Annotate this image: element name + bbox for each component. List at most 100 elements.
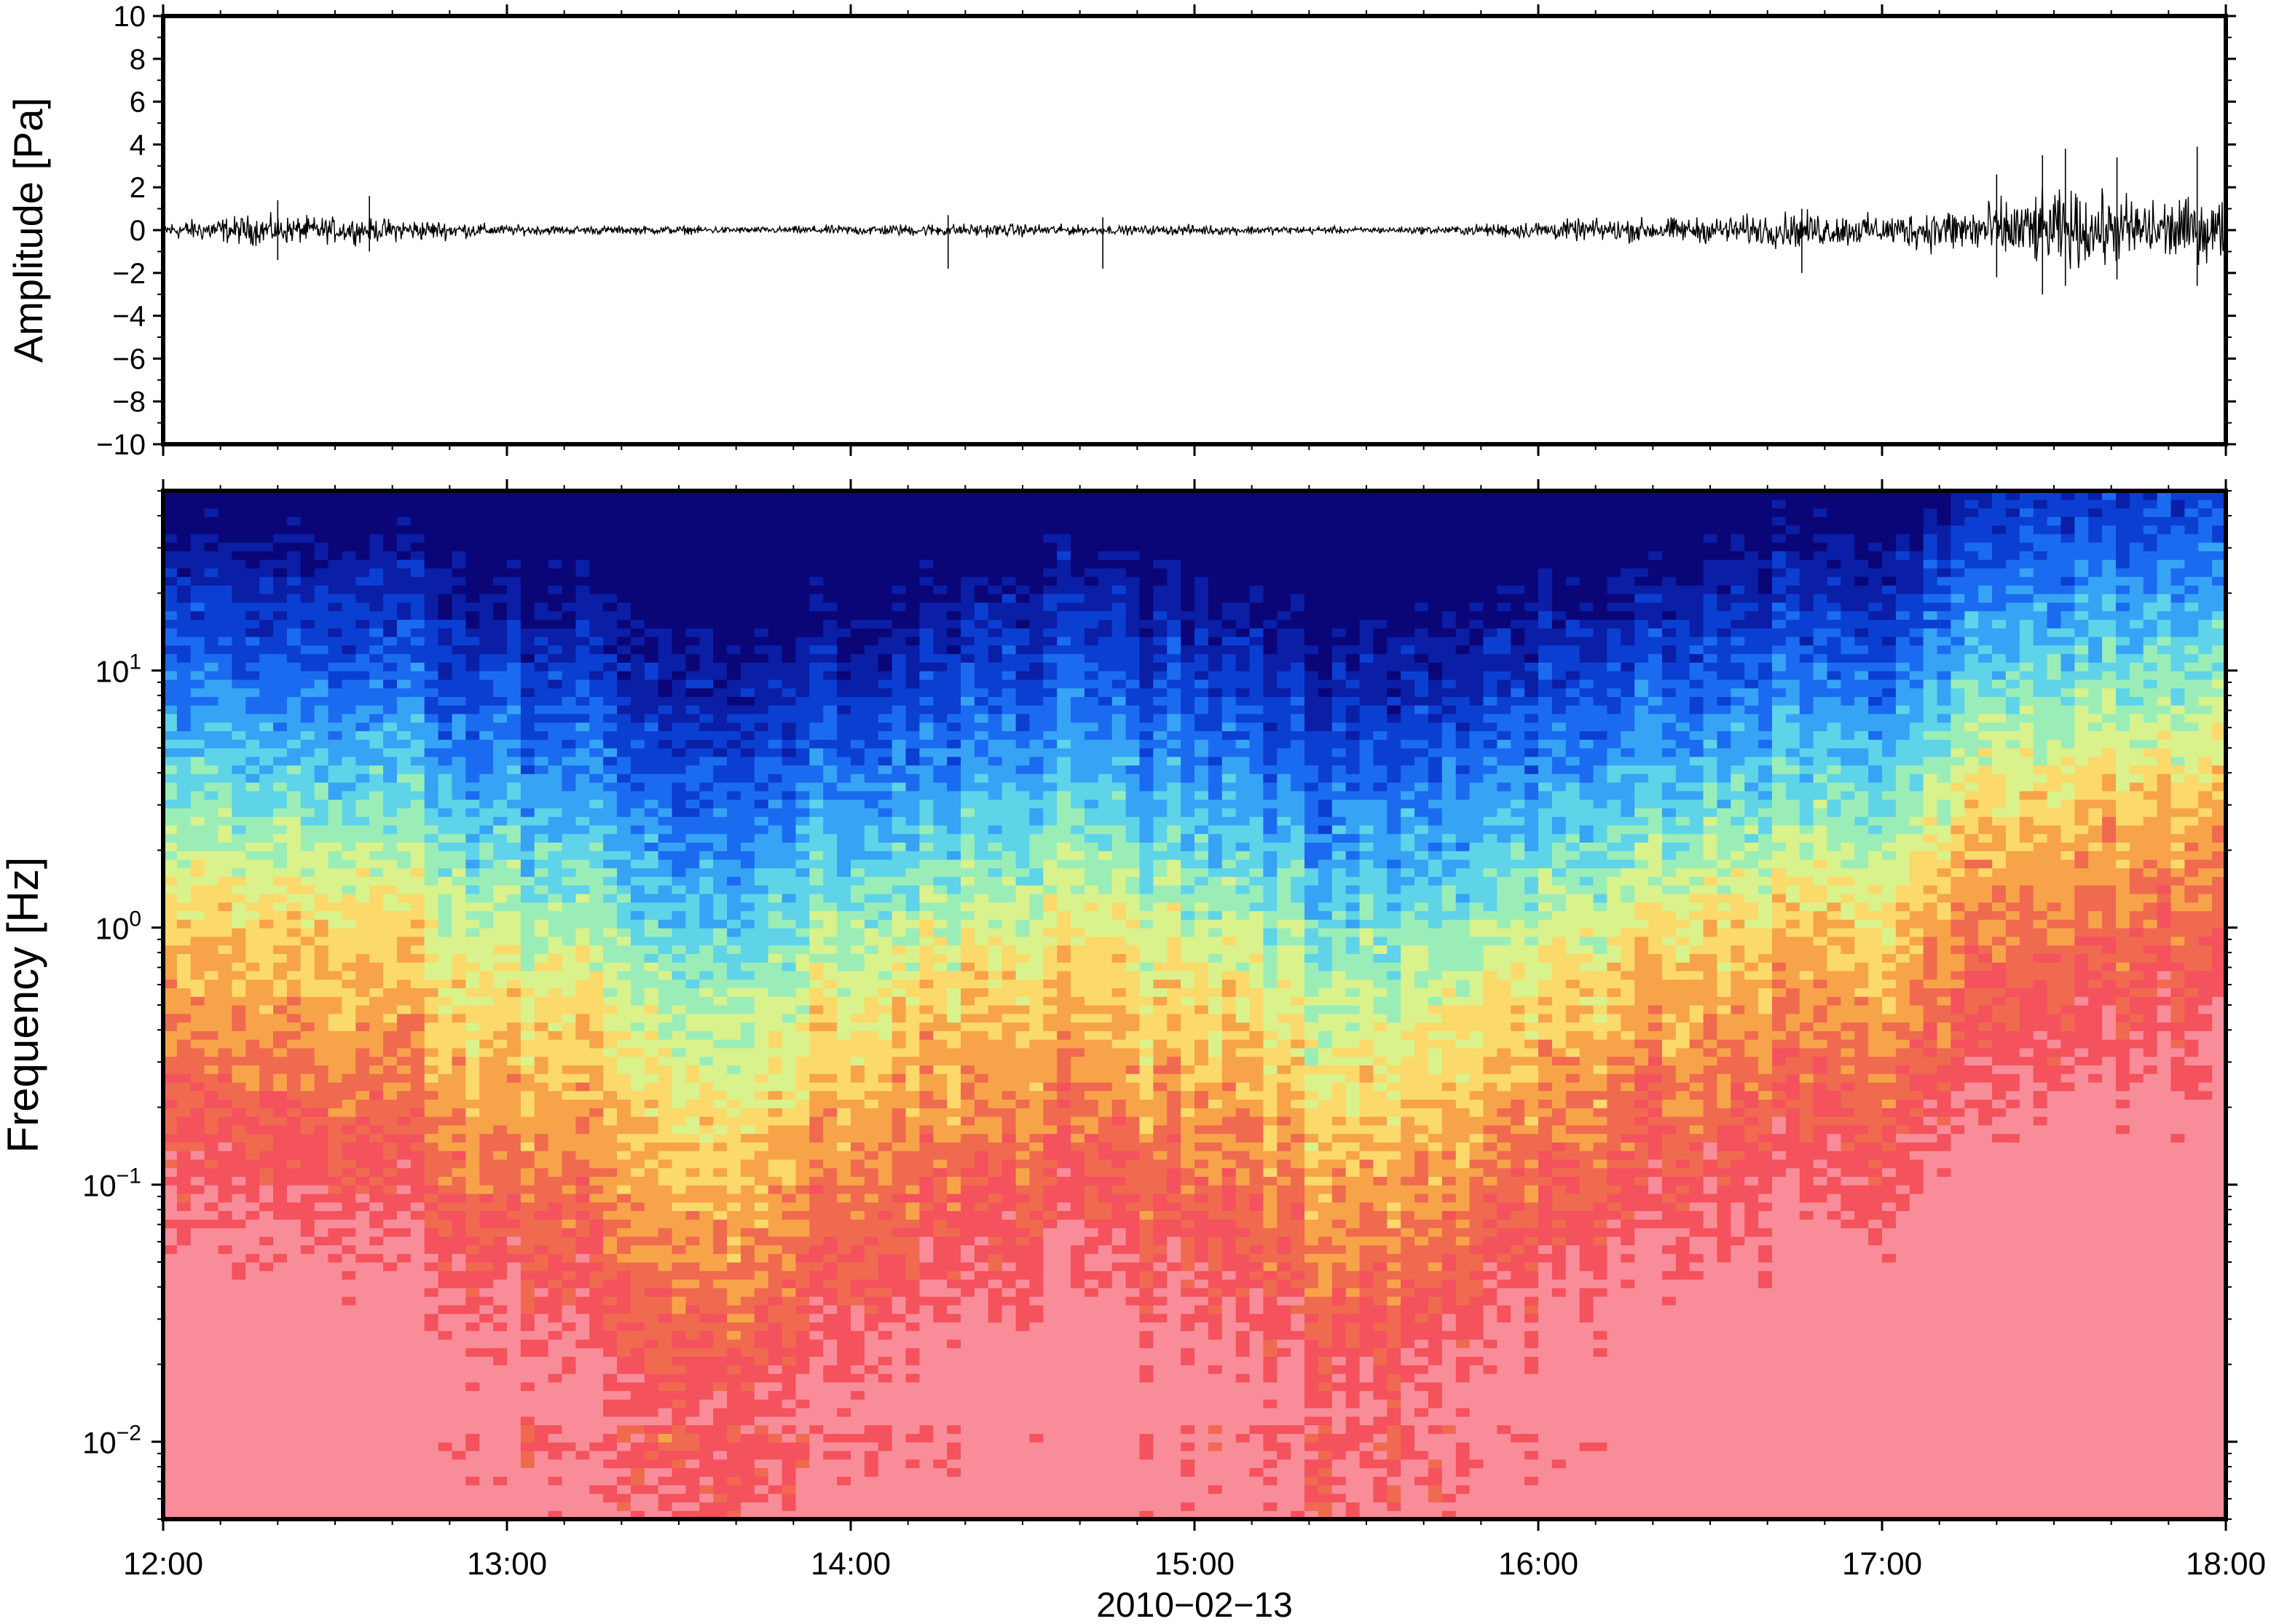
spectrogram-cell — [562, 1108, 576, 1117]
spectrogram-cell — [589, 551, 604, 560]
spectrogram-cell — [685, 988, 700, 997]
spectrogram-cell — [355, 1022, 370, 1031]
spectrogram-cell — [452, 1227, 466, 1237]
spectrogram-cell — [410, 508, 425, 517]
spectrogram-cell — [658, 1099, 673, 1108]
spectrogram-cell — [383, 979, 398, 989]
spectrogram-cell — [658, 671, 673, 680]
spectrogram-cell — [328, 842, 343, 851]
spectrogram-cell — [273, 1381, 288, 1392]
spectrogram-cell — [355, 765, 370, 774]
spectrogram-cell — [534, 1227, 549, 1237]
spectrogram-cell — [369, 1502, 384, 1511]
spectrogram-cell — [575, 928, 590, 937]
spectrogram-cell — [396, 790, 412, 800]
spectrogram-cell — [520, 859, 535, 869]
spectrogram-cell — [699, 773, 714, 783]
spectrogram-cell — [300, 1056, 315, 1065]
spectrogram-cell — [383, 1193, 398, 1203]
spectrogram-cell — [396, 808, 412, 817]
spectrogram-cell — [355, 1296, 370, 1306]
spectrogram-cell — [548, 1030, 563, 1040]
spectrogram-cell — [163, 516, 178, 526]
spectrogram-cell — [163, 748, 178, 757]
spectrogram-cell — [286, 542, 302, 551]
spectrogram-cell — [438, 491, 453, 500]
spectrogram-cell — [672, 567, 687, 578]
spectrogram-cell — [534, 1339, 549, 1349]
spectrogram-cell — [534, 542, 549, 551]
spectrogram-cell — [603, 1450, 618, 1460]
spectrogram-cell — [314, 1381, 329, 1392]
spectrogram-cell — [190, 1030, 205, 1040]
spectrogram-cell — [410, 1167, 425, 1177]
spectrogram-cell — [617, 619, 631, 628]
spectrogram-cell — [232, 576, 246, 586]
spectrogram-cell — [176, 1365, 192, 1374]
spectrogram-cell — [465, 508, 480, 517]
spectrogram-cell — [672, 1288, 687, 1297]
spectrogram-cell — [507, 705, 521, 714]
spectrogram-cell — [603, 551, 618, 560]
spectrogram-cell — [342, 988, 356, 997]
spectrogram-cell — [617, 1030, 631, 1040]
spectrogram-cell — [245, 679, 260, 689]
spectrogram-cell — [204, 1493, 219, 1503]
spectrogram-cell — [603, 962, 618, 971]
spectrogram-cell — [644, 765, 659, 774]
spectrogram-cell — [548, 585, 563, 594]
spectrogram-cell — [534, 1013, 549, 1023]
spectrogram-cell — [286, 945, 302, 954]
spectrogram-cell — [328, 1081, 343, 1092]
spectrogram-cell — [259, 979, 274, 989]
spectrogram-cell — [520, 765, 535, 774]
spectrogram-cell — [300, 1390, 315, 1400]
spectrogram-cell — [520, 1124, 535, 1135]
spectrogram-cell — [328, 1296, 343, 1306]
spectrogram-cell — [548, 1331, 563, 1340]
spectrogram-cell — [685, 687, 700, 697]
waveform-y-tick-label: −2 — [112, 258, 146, 290]
spectrogram-cell — [163, 1142, 178, 1151]
spectrogram-cell — [630, 713, 645, 723]
spectrogram-cell — [699, 1304, 714, 1314]
spectrogram-cell — [589, 1313, 604, 1323]
spectrogram-cell — [273, 996, 288, 1006]
spectrogram-cell — [589, 1108, 604, 1117]
spectrogram-cell — [369, 1373, 384, 1383]
spectrogram-cell — [575, 1399, 590, 1408]
spectrogram-cell — [232, 722, 246, 732]
spectrogram-cell — [603, 687, 618, 697]
spectrogram-cell — [672, 1219, 687, 1229]
spectrogram-cell — [328, 1227, 343, 1237]
spectrogram-cell — [685, 1022, 700, 1031]
spectrogram-cell — [534, 902, 549, 912]
spectrogram-cell — [355, 602, 370, 612]
spectrogram-cell — [328, 1433, 343, 1443]
spectrogram-cell — [176, 1331, 192, 1340]
spectrogram-cell — [672, 671, 687, 680]
spectrogram-cell — [328, 1356, 343, 1365]
spectrogram-cell — [575, 1510, 590, 1519]
spectrogram-cell — [452, 1424, 466, 1434]
spectrogram-cell — [245, 551, 260, 560]
spectrogram-cell — [548, 1373, 563, 1383]
spectrogram-cell — [300, 739, 315, 749]
spectrogram-cell — [204, 576, 219, 586]
spectrogram-cell — [369, 910, 384, 920]
spectrogram-cell — [438, 1176, 453, 1186]
spectrogram-cell — [452, 1331, 466, 1340]
spectrogram-cell — [438, 1090, 453, 1100]
spectrogram-cell — [575, 1262, 590, 1272]
spectrogram-cell — [355, 1176, 370, 1186]
spectrogram-cell — [452, 1304, 466, 1314]
spectrogram-cell — [465, 1039, 480, 1049]
spectrogram-cell — [534, 499, 549, 509]
spectrogram-cell — [396, 739, 412, 749]
spectrogram-cell — [369, 671, 384, 680]
spectrogram-cell — [672, 1039, 687, 1049]
spectrogram-cell — [562, 1339, 576, 1349]
spectrogram-cell — [713, 1459, 728, 1468]
spectrogram-cell — [617, 533, 631, 543]
spectrogram-cell — [630, 653, 645, 663]
